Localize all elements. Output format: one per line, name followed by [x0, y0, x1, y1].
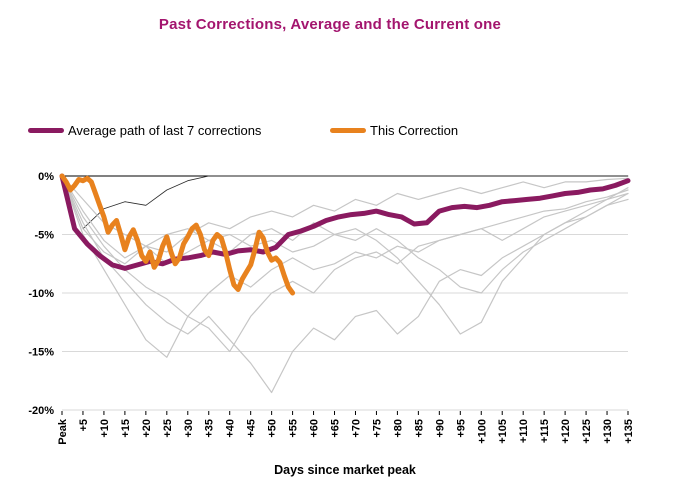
x-axis-tick-label: +25	[162, 419, 174, 438]
x-axis-tick-label: +45	[246, 419, 258, 438]
x-axis-tick-label: +50	[267, 419, 279, 438]
y-axis-tick-label: -5%	[34, 230, 54, 242]
x-axis-tick-label: +120	[560, 419, 572, 444]
y-axis-tick-label: -15%	[28, 347, 54, 359]
x-axis-tick-label: +15	[120, 419, 132, 438]
series-past-line	[61, 175, 629, 265]
x-axis-tick-label: +130	[602, 419, 614, 444]
x-axis-tick-label: +110	[518, 419, 530, 443]
x-axis-tick-label: +70	[350, 419, 362, 438]
legend-label-current: This Correction	[370, 122, 459, 138]
corrections-line-chart: 0% -5% -10% -15% -20%Peak +5 +10 +15 +20 +25 +30 +3…	[28, 171, 635, 477]
x-axis-tick-label: +65	[330, 419, 342, 438]
y-axis-tick-label: -20%	[28, 405, 54, 417]
x-axis-tick-label: +10	[99, 419, 111, 438]
x-axis-tick-label: Peak	[57, 418, 69, 445]
series-past-line	[61, 175, 629, 394]
legend-item-current: This Correction	[330, 120, 458, 140]
series-current-line	[59, 173, 296, 296]
x-axis-tick-label: +35	[204, 419, 216, 438]
x-axis-tick-label: +80	[392, 419, 404, 438]
series-past-line	[61, 175, 629, 358]
x-axis-tick-label: +100	[476, 419, 488, 444]
average-line-swatch	[28, 127, 64, 133]
x-axis-tick-label: +105	[497, 419, 509, 444]
x-axis-tick-label: +60	[309, 419, 321, 438]
chart-legend: Average path of last 7 corrections This …	[0, 120, 696, 140]
x-axis-title: Days since market peak	[274, 463, 416, 477]
x-axis-tick-label: +75	[371, 419, 383, 438]
current-line-swatch	[330, 127, 366, 133]
x-axis-tick-label: +30	[183, 419, 195, 438]
legend-label-average: Average path of last 7 corrections	[68, 122, 262, 138]
legend-item-average: Average path of last 7 corrections	[28, 120, 261, 140]
x-axis-tick-label: +20	[141, 419, 153, 438]
x-axis-tick-label: +95	[455, 419, 467, 438]
y-axis-tick-label: -10%	[28, 288, 54, 300]
series-past-line	[61, 175, 629, 317]
x-axis-tick-label: +125	[581, 419, 593, 444]
x-axis-tick-label: +55	[288, 419, 300, 438]
x-axis-tick-label: +115	[539, 419, 551, 443]
x-axis-tick-label: +90	[434, 419, 446, 438]
y-axis-tick-label: 0%	[38, 171, 54, 183]
series-past-line	[61, 175, 629, 230]
x-axis-tick-label: +135	[623, 419, 635, 444]
x-axis-tick-label: +5	[78, 419, 90, 432]
x-axis-tick-label: +40	[225, 419, 237, 438]
x-axis-tick-label: +85	[413, 419, 425, 438]
series-past-line	[61, 175, 629, 294]
chart-title: Past Corrections, Average and the Curren…	[158, 16, 502, 33]
